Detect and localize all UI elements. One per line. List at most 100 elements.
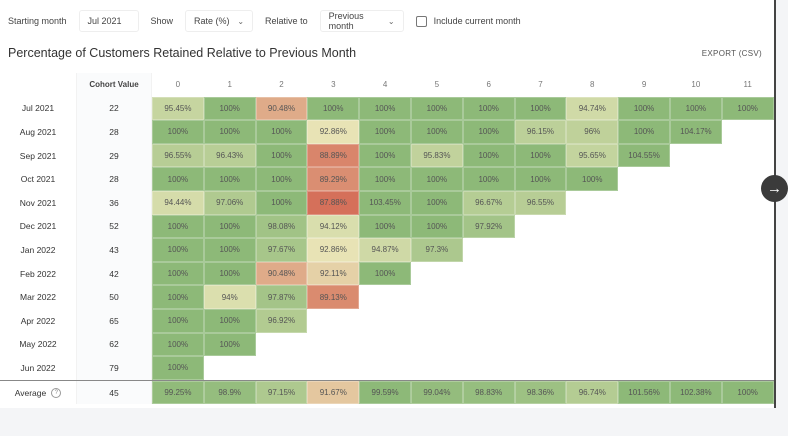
retention-cell[interactable]: 100% — [152, 308, 204, 333]
retention-cell[interactable]: 96% — [566, 120, 619, 144]
retention-cell[interactable]: 94% — [203, 285, 256, 309]
retention-cell[interactable]: 100% — [410, 120, 463, 144]
retention-cell[interactable]: 89.13% — [307, 285, 360, 309]
export-csv-button[interactable]: EXPORT (CSV) — [701, 49, 762, 58]
retention-cell[interactable]: 97.06% — [203, 190, 256, 215]
retention-cell[interactable]: 88.89% — [307, 143, 360, 168]
retention-cell[interactable]: 92.86% — [307, 238, 360, 262]
retention-cell[interactable]: 100% — [359, 120, 411, 144]
retention-cell[interactable]: 100% — [255, 167, 308, 191]
retention-cell[interactable]: 100% — [410, 190, 463, 215]
retention-cell[interactable]: 100% — [410, 214, 463, 239]
retention-cell[interactable]: 100% — [152, 214, 204, 239]
retention-cell[interactable]: 100% — [359, 214, 411, 239]
retention-cell[interactable]: 100% — [566, 167, 619, 191]
retention-cell[interactable]: 94.12% — [307, 214, 360, 239]
retention-cell[interactable]: 100% — [152, 120, 204, 144]
retention-cell[interactable]: 100% — [410, 96, 463, 121]
retention-cell[interactable]: 100% — [203, 238, 256, 262]
retention-cell[interactable]: 97.3% — [410, 238, 463, 262]
empty-cell — [618, 214, 670, 239]
retention-cell[interactable]: 100% — [618, 120, 670, 144]
retention-cell[interactable]: 90.48% — [255, 96, 308, 121]
retention-cell[interactable]: 100% — [203, 332, 256, 357]
retention-cell[interactable]: 98.83% — [462, 380, 515, 405]
show-label: Show — [150, 16, 174, 26]
retention-cell[interactable]: 95.45% — [152, 96, 204, 121]
retention-cell[interactable]: 100% — [618, 96, 670, 121]
retention-cell[interactable]: 100% — [410, 167, 463, 191]
retention-cell[interactable]: 100% — [359, 143, 411, 168]
retention-cell[interactable]: 100% — [203, 167, 256, 191]
retention-cell[interactable]: 100% — [203, 261, 256, 286]
retention-cell[interactable]: 100% — [152, 285, 204, 309]
retention-cell[interactable]: 100% — [669, 96, 722, 121]
retention-cell[interactable]: 97.92% — [462, 214, 515, 239]
retention-cell[interactable]: 90.48% — [255, 261, 308, 286]
relative-to-select[interactable]: Previous month ⌄ — [319, 10, 404, 32]
retention-cell[interactable]: 97.67% — [255, 238, 308, 262]
retention-cell[interactable]: 104.17% — [669, 120, 722, 144]
retention-cell[interactable]: 100% — [462, 120, 515, 144]
retention-cell[interactable]: 89.29% — [307, 167, 360, 191]
retention-cell[interactable]: 100% — [203, 96, 256, 121]
retention-cell[interactable]: 100% — [152, 238, 204, 262]
retention-cell[interactable]: 102.38% — [669, 380, 722, 405]
retention-cell[interactable]: 100% — [307, 96, 360, 121]
retention-cell[interactable]: 100% — [462, 96, 515, 121]
retention-cell[interactable]: 100% — [514, 167, 567, 191]
retention-cell[interactable]: 96.92% — [255, 308, 308, 333]
retention-cell[interactable]: 100% — [152, 332, 204, 357]
retention-cell[interactable]: 100% — [514, 96, 567, 121]
retention-cell[interactable]: 100% — [359, 261, 411, 286]
retention-cell[interactable]: 100% — [721, 96, 774, 121]
retention-cell[interactable]: 96.74% — [566, 380, 619, 405]
retention-cell[interactable]: 100% — [203, 120, 256, 144]
retention-cell[interactable]: 97.15% — [255, 380, 308, 405]
retention-cell[interactable]: 100% — [514, 143, 567, 168]
next-button[interactable]: → — [761, 175, 788, 202]
retention-cell[interactable]: 100% — [462, 167, 515, 191]
retention-cell[interactable]: 96.55% — [152, 143, 204, 168]
starting-month-input[interactable]: Jul 2021 — [78, 10, 139, 32]
question-circle-icon[interactable]: ? — [51, 387, 62, 398]
retention-cell[interactable]: 104.55% — [618, 143, 670, 168]
retention-cell[interactable]: 95.65% — [566, 143, 619, 168]
retention-cell[interactable]: 99.59% — [359, 380, 411, 405]
retention-cell[interactable]: 98.08% — [255, 214, 308, 239]
retention-cell[interactable]: 96.67% — [462, 190, 515, 215]
retention-cell[interactable]: 96.43% — [203, 143, 256, 168]
retention-cell[interactable]: 87.88% — [307, 190, 360, 215]
retention-cell[interactable]: 100% — [255, 120, 308, 144]
retention-cell[interactable]: 94.44% — [152, 190, 204, 215]
retention-cell[interactable]: 100% — [721, 380, 774, 405]
retention-cell[interactable]: 92.86% — [307, 120, 360, 144]
retention-cell[interactable]: 98.9% — [203, 380, 256, 405]
retention-cell[interactable]: 100% — [152, 261, 204, 286]
retention-cell[interactable]: 101.56% — [618, 380, 670, 405]
retention-cell[interactable]: 91.67% — [307, 380, 360, 405]
include-current-month-checkbox[interactable] — [415, 15, 427, 27]
retention-cell[interactable]: 100% — [255, 143, 308, 168]
retention-cell[interactable]: 103.45% — [359, 190, 411, 215]
retention-cell[interactable]: 99.25% — [152, 380, 204, 405]
retention-cell[interactable]: 100% — [203, 214, 256, 239]
retention-cell[interactable]: 98.36% — [514, 380, 567, 405]
show-select[interactable]: Rate (%) ⌄ — [185, 10, 254, 32]
retention-cell[interactable]: 100% — [462, 143, 515, 168]
retention-cell[interactable]: 100% — [359, 96, 411, 121]
retention-cell[interactable]: 100% — [203, 308, 256, 333]
retention-cell[interactable]: 97.87% — [255, 285, 308, 309]
retention-cell[interactable]: 94.74% — [566, 96, 619, 121]
retention-cell[interactable]: 96.15% — [514, 120, 567, 144]
retention-cell[interactable]: 100% — [255, 190, 308, 215]
retention-cell[interactable]: 92.11% — [307, 261, 360, 286]
retention-cell[interactable]: 96.55% — [514, 190, 567, 215]
retention-cell[interactable]: 100% — [152, 167, 204, 191]
retention-cell[interactable]: 99.04% — [410, 380, 463, 405]
retention-cell[interactable]: 100% — [359, 167, 411, 191]
retention-cell[interactable]: 100% — [152, 356, 204, 380]
retention-cell[interactable]: 94.87% — [359, 238, 411, 262]
retention-cell[interactable]: 95.83% — [410, 143, 463, 168]
empty-cell — [721, 214, 774, 239]
